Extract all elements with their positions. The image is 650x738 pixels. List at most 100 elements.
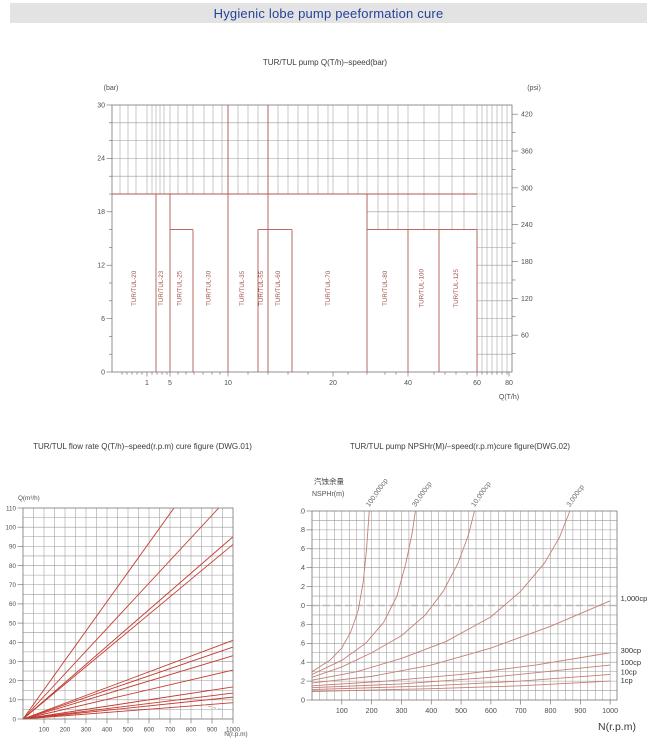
axis-label: (bar): [104, 85, 119, 92]
axis-label: NSPHr(m): [312, 491, 344, 498]
tick-label: 10: [9, 697, 17, 704]
axis-label: Q(m³/h): [18, 495, 40, 502]
npsh-chart: 100 200 300 400 500 600 700 800 900 1000 0 0.2 0.4 0.…: [300, 476, 647, 733]
axis-label: 100,000cp: [365, 477, 390, 508]
axis-label: 3,000cp: [566, 484, 586, 509]
plot-border: [111, 104, 513, 373]
labels-layer: Q(m³/h) N(r.p.m): [18, 495, 248, 738]
series-layer: [22, 507, 234, 720]
axis-label: TUR/TUL-35: [239, 270, 246, 306]
tick-label: 1.8: [300, 525, 305, 534]
tick-label: 1.4: [300, 563, 305, 572]
axis-label: TUR/TUL-60: [275, 270, 282, 306]
axis-label: N(r.p.m): [224, 731, 247, 738]
tick-label: 100: [336, 706, 348, 715]
tick-label: 20: [9, 678, 17, 685]
tick-label: 0: [301, 695, 305, 704]
axis-label: TUR/TUL-20: [131, 270, 138, 306]
tick-label: 1.0: [300, 601, 305, 610]
series-layer: [112, 105, 478, 372]
envelope-fill: [112, 194, 367, 372]
tick-label: 2.0: [300, 506, 305, 515]
curve: [22, 702, 234, 720]
tick-label: 50: [9, 620, 17, 627]
tick-label: 200: [60, 726, 71, 733]
tick-label: 10: [224, 380, 232, 387]
tick-label: 1000: [226, 726, 241, 733]
curve: [22, 669, 234, 720]
tick-label: 60: [521, 333, 529, 340]
series-layer: [311, 510, 617, 692]
axis-label: 10cp: [621, 667, 637, 676]
axis-label: TUR/TUL-125: [453, 269, 460, 308]
tick-label: 800: [186, 726, 197, 733]
labels-layer: 汽蚀余量 NSPHr(m) 100,000cp 30,000cp 10,000cp 3,0…: [312, 476, 647, 733]
tick-label: 24: [97, 156, 105, 163]
curve: [22, 646, 234, 720]
tick-label: 90: [9, 544, 17, 551]
axis-label: TUR/TUL-23: [158, 270, 165, 306]
curve: [22, 655, 234, 720]
tick-label: 120: [521, 296, 533, 303]
tick-label: 0.8: [300, 620, 305, 629]
tick-label: 40: [9, 640, 17, 647]
tick-label: 40: [404, 380, 412, 387]
tick-label: 900: [574, 706, 586, 715]
curve: [311, 510, 416, 675]
envelope-fill-layer: [112, 194, 477, 372]
tick-label: 240: [521, 222, 533, 229]
axis-label: 30,000cp: [411, 481, 433, 509]
curve: [22, 536, 234, 720]
curve: [311, 664, 611, 689]
tick-label: 420: [521, 112, 533, 119]
curve: [22, 639, 234, 720]
axis-label: 300cp: [621, 646, 641, 655]
page-title: Hygienic lobe pump peeformation cure: [213, 5, 444, 21]
tick-label: 400: [102, 726, 113, 733]
envelope-fill: [367, 229, 477, 372]
tick-label: 400: [425, 706, 437, 715]
curve: [22, 507, 220, 720]
tick-label: 1: [145, 380, 149, 387]
tick-label: 500: [123, 726, 134, 733]
tick-label: 300: [81, 726, 92, 733]
envelope-chart-title: TUR/TUL pump Q(T/h)–speed(bar): [262, 58, 388, 67]
tick-label: 12: [97, 263, 105, 270]
axis-layer: 1 5 10 20 40 60 80 0 6 12 18 24 30 60 120 180 240 300 360 4…: [97, 102, 533, 387]
curve: [311, 510, 475, 678]
axis-label: 1,000cp: [621, 594, 648, 603]
axis-label: TUR/TUL-55: [258, 270, 265, 306]
tick-label: 600: [485, 706, 497, 715]
tick-label: 180: [521, 259, 533, 266]
tick-label: 1.2: [300, 582, 305, 591]
tick-label: 700: [515, 706, 527, 715]
axis-label: 汽蚀余量: [314, 476, 344, 486]
axis-label: Q(T/h): [499, 394, 519, 401]
tick-label: 0: [101, 369, 105, 376]
curve: [311, 674, 611, 691]
tick-label: 6: [101, 316, 105, 323]
tick-label: 800: [545, 706, 557, 715]
tick-label: 80: [505, 380, 513, 387]
tick-label: 300: [395, 706, 407, 715]
axis-label: TUR/TUL-25: [177, 270, 184, 306]
tick-label: 900: [207, 726, 218, 733]
tick-label: 0: [12, 716, 16, 723]
tick-label: 0.2: [300, 676, 305, 685]
tick-label: 70: [9, 582, 17, 589]
curve: [311, 510, 370, 673]
tick-label: 100: [5, 524, 16, 531]
flow-chart-title: TUR/TUL flow rate Q(T/h)–speed(r.p.m) cu…: [33, 442, 252, 451]
curve: [22, 686, 234, 720]
axis-label: N(r.p.m): [598, 721, 636, 733]
tick-label: 200: [366, 706, 378, 715]
tick-label: 300: [521, 185, 533, 192]
tick-label: 700: [165, 726, 176, 733]
flow-rate-chart: 100 200 300 400 500 600 700 800 900 1000 0 10 20 30 40…: [5, 495, 248, 738]
curve: [22, 544, 234, 720]
tick-label: 30: [97, 102, 105, 109]
tick-label: 500: [455, 706, 467, 715]
tick-label: 60: [473, 380, 481, 387]
tick-label: 18: [97, 209, 105, 216]
